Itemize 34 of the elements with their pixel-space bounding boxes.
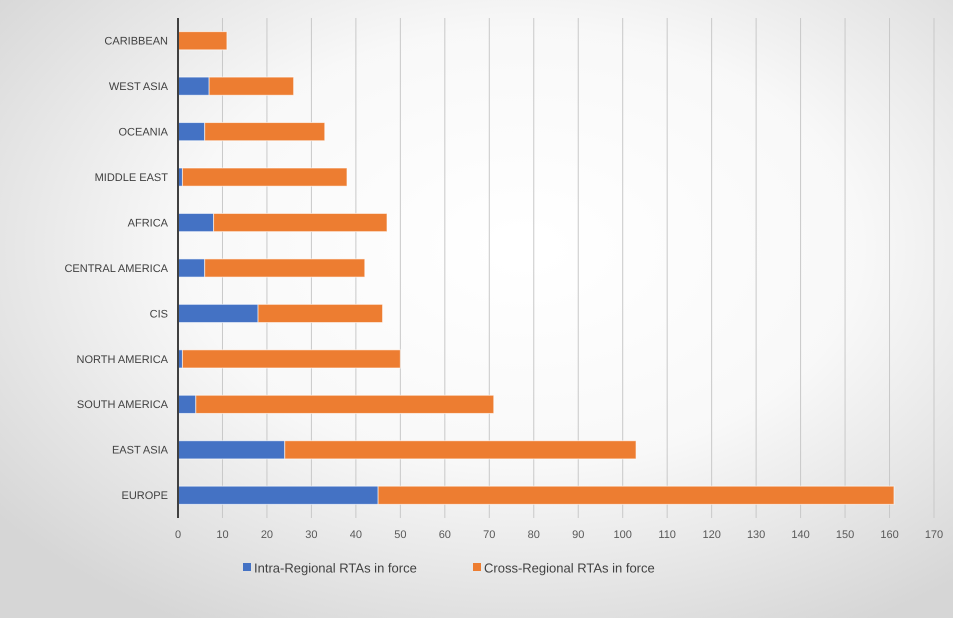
x-tick-label: 90 bbox=[572, 529, 584, 541]
y-tick-label: WEST ASIA bbox=[108, 81, 169, 94]
legend-label: Intra-Regional RTAs in force bbox=[254, 560, 417, 576]
y-tick-label: NORTH AMERICA bbox=[76, 354, 169, 366]
x-tick-label: 120 bbox=[702, 529, 721, 541]
x-tick-label: 80 bbox=[528, 529, 540, 541]
x-tick-label: 160 bbox=[880, 529, 899, 541]
x-tick-label: 70 bbox=[483, 529, 496, 541]
x-tick-label: 0 bbox=[174, 529, 182, 541]
x-tick-label: 110 bbox=[658, 529, 676, 541]
bar bbox=[182, 168, 348, 187]
x-tick-label: 150 bbox=[836, 529, 854, 541]
y-tick-label: AFRICA bbox=[128, 217, 169, 230]
bar bbox=[182, 349, 401, 368]
y-tick-label: OCEANIA bbox=[118, 126, 169, 138]
x-tick-label: 30 bbox=[305, 529, 318, 541]
x-tick-label: 10 bbox=[216, 529, 229, 541]
y-tick-label: EUROPE bbox=[122, 490, 168, 502]
x-tick-label: 130 bbox=[746, 529, 766, 541]
y-tick-label: CIS bbox=[150, 308, 168, 320]
x-tick-label: 20 bbox=[260, 529, 274, 541]
y-tick-label: MIDDLE EAST bbox=[94, 172, 168, 184]
x-tick-label: 50 bbox=[394, 529, 406, 541]
y-tick-label: CARIBBEAN bbox=[104, 36, 168, 48]
x-tick-label: 60 bbox=[438, 529, 451, 541]
legend-label: Cross-Regional RTAs in force bbox=[484, 560, 655, 576]
y-tick-label: CENTRAL AMERICA bbox=[64, 262, 169, 275]
y-tick-label: EAST ASIA bbox=[112, 444, 169, 457]
x-tick-label: 170 bbox=[924, 529, 944, 541]
x-tick-label: 140 bbox=[791, 529, 810, 541]
bar bbox=[178, 31, 228, 50]
y-tick-label: SOUTH AMERICA bbox=[76, 399, 169, 412]
x-tick-label: 40 bbox=[350, 529, 362, 541]
x-tick-label: 100 bbox=[614, 529, 632, 541]
